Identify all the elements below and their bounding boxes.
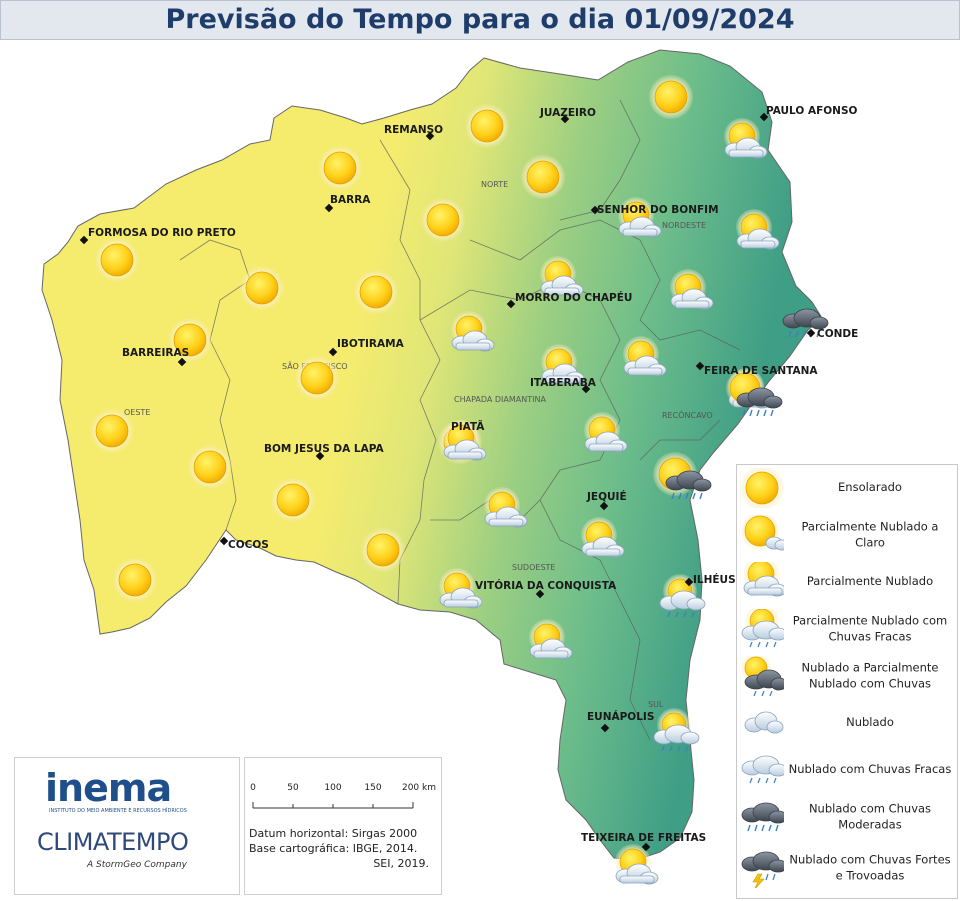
city-label-eunapolis: EUNÁPOLIS <box>587 710 654 723</box>
sei-note: SEI, 2019. <box>373 857 429 870</box>
scale-box: 0 50 100 150 200 km Datum horizontal: Si… <box>244 757 442 895</box>
sunny-icon <box>294 355 340 401</box>
base-note: Base cartográfica: IBGE, 2014. <box>249 842 418 855</box>
map-notes: Datum horizontal: Sirgas 2000 Base carto… <box>249 826 429 871</box>
legend-item-cloudy-light-rain: Nublado com Chuvas Fracas <box>737 747 957 793</box>
city-label-jequie: JEQUIÉ <box>586 490 627 503</box>
partly-cloudy-icon <box>742 562 784 597</box>
cloudy-to-partly-rain-icon <box>740 656 784 696</box>
legend-label: Nublado com Chuvas Fracas <box>788 762 952 777</box>
legend-label: Parcialmente Nublado <box>806 574 934 589</box>
sunny-icon <box>187 444 233 490</box>
cloudy-moderate-rain-icon <box>741 802 784 832</box>
legend-item-partly-cloudy-light-rain: Parcialmente Nublado com Chuvas Fracas <box>737 606 957 652</box>
city-label-morro-do-chapeu: MORRO DO CHAPÉU <box>515 291 632 304</box>
sunny-icon <box>520 154 566 200</box>
legend-item-cloudy-moderate-rain: Nublado com Chuvas Moderadas <box>737 794 957 840</box>
legend-label: Ensolarado <box>838 480 902 495</box>
city-label-itaberaba: ITABERABA <box>530 377 597 389</box>
city-label-ibotirama: IBOTIRAMA <box>337 338 405 350</box>
legend-label: Nublado com Chuvas Fortes e Trovoadas <box>789 852 951 882</box>
scale-tick-label: 0 <box>250 783 256 793</box>
sunny-icon <box>464 103 510 149</box>
map-title: Previsão do Tempo para o dia 01/09/2024 <box>165 4 795 35</box>
cloudy-icon <box>744 711 784 734</box>
sunny-icon <box>360 527 406 573</box>
city-label-paulo-afonso: PAULO AFONSO <box>766 105 858 117</box>
climatempo-logo: CLIMATEMPO <box>37 828 189 856</box>
datum-note: Datum horizontal: Sirgas 2000 <box>249 827 418 840</box>
region-label: OESTE <box>124 408 150 417</box>
legend-label: Parcialmente Nublado com Chuvas Fracas <box>792 613 948 643</box>
partly-cloudy-light-rain-icon <box>741 609 784 648</box>
sunny-icon <box>648 74 694 120</box>
legend-label: Nublado <box>846 715 894 730</box>
city-label-barra: BARRA <box>330 194 371 206</box>
partly-cloudy-clear-icon <box>740 515 784 551</box>
region-label: SUDOESTE <box>512 563 555 572</box>
legend-label: Nublado a Parcialmente Nublado com Chuva… <box>801 660 939 690</box>
bahia-state-area <box>41 49 823 861</box>
inema-subtitle: INSTITUTO DO MEIO AMBIENTE E RECURSOS HÍ… <box>49 808 187 814</box>
city-label-conde: CONDE <box>817 328 858 340</box>
region-label: RECÔNCAVO <box>662 409 713 420</box>
scale-bar: 0 50 100 150 200 km <box>250 783 436 809</box>
weather-legend: Ensolarado Parcialmente Nublado a Claro … <box>736 464 958 899</box>
scale-tick-label: 50 <box>287 783 299 793</box>
city-label-vitoria-da-conquista: VITÓRIA DA CONQUISTA <box>475 579 617 592</box>
title-bar: Previsão do Tempo para o dia 01/09/2024 <box>0 0 960 40</box>
legend-item-cloudy-to-partly-rain: Nublado a Parcialmente Nublado com Chuva… <box>737 653 957 699</box>
city-label-piata: PIATÃ <box>451 420 485 433</box>
city-label-barreiras: BARREIRAS <box>122 347 189 359</box>
scale-tick-label: 150 <box>364 783 381 793</box>
city-label-senhor-do-bonfim: SENHOR DO BONFIM <box>597 204 719 216</box>
inema-logo: inema <box>45 766 172 810</box>
climatempo-subtitle: A StormGeo Company <box>87 860 187 870</box>
city-label-remanso: REMANSO <box>384 124 443 136</box>
bahia-weather-map: NORTE NORDESTE SÃO FRANCISCO OESTE CHAPA… <box>41 49 858 885</box>
city-labels: REMANSO JUAZEIRO PAULO AFONSO BARRA SENH… <box>88 105 858 844</box>
city-label-teixeira-de-freitas: TEIXEIRA DE FREITAS <box>581 832 706 844</box>
city-label-formosa-do-rio-preto: FORMOSA DO RIO PRETO <box>88 227 236 239</box>
sunny-icon <box>420 197 466 243</box>
legend-item-cloudy-storm: Nublado com Chuvas Fortes e Trovoadas <box>737 845 957 891</box>
sunny-icon <box>239 265 285 311</box>
scale-tick-label: 100 <box>324 783 341 793</box>
region-label: SUL <box>648 700 664 709</box>
legend-item-partly-cloudy: Parcialmente Nublado <box>737 559 957 605</box>
region-label: NORDESTE <box>662 221 706 230</box>
city-label-bom-jesus-da-lapa: BOM JESUS DA LAPA <box>264 443 384 455</box>
cloudy-light-rain-icon <box>741 755 784 784</box>
legend-label: Nublado com Chuvas Moderadas <box>808 801 932 831</box>
sunny-icon <box>89 408 135 454</box>
legend-item-partly-cloudy-clear: Parcialmente Nublado a Claro <box>737 512 957 558</box>
scale-tick-label: 200 km <box>402 783 436 793</box>
region-label: NORTE <box>481 180 508 189</box>
sunny-icon <box>112 557 158 603</box>
logos-box: inema INSTITUTO DO MEIO AMBIENTE E RECUR… <box>14 757 240 895</box>
sunny-icon <box>740 468 784 508</box>
region-label: CHAPADA DIAMANTINA <box>454 395 546 404</box>
legend-label: Parcialmente Nublado a Claro <box>801 519 939 549</box>
legend-item-sunny: Ensolarado <box>737 465 957 511</box>
city-label-cocos: COCOS <box>228 539 269 551</box>
city-markers <box>79 112 816 852</box>
sunny-icon <box>353 269 399 315</box>
city-label-ilheus: ILHÉUS <box>693 573 736 586</box>
sunny-icon <box>270 477 316 523</box>
city-label-juazeiro: JUAZEIRO <box>539 107 596 119</box>
legend-item-cloudy: Nublado <box>737 700 957 746</box>
cloudy-storm-icon <box>741 851 784 888</box>
sunny-icon <box>94 237 140 283</box>
sunny-icon <box>317 145 363 191</box>
city-label-feira-de-santana: FEIRA DE SANTANA <box>704 365 818 377</box>
